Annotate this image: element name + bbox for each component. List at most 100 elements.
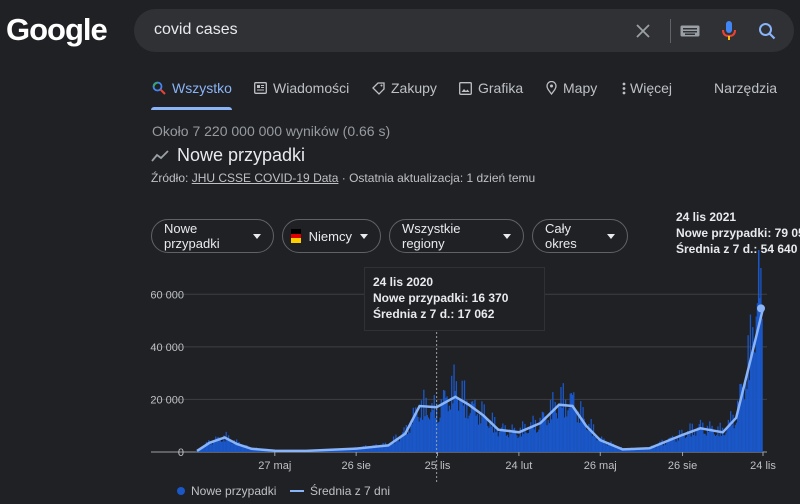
country-dropdown[interactable]: Niemcy xyxy=(282,219,381,253)
case-bar xyxy=(639,448,641,452)
case-bar xyxy=(684,438,687,452)
case-bar xyxy=(338,450,340,452)
tab-more[interactable]: Więcej xyxy=(622,80,672,96)
case-bar xyxy=(754,352,756,452)
case-bar xyxy=(462,405,464,452)
region-dropdown[interactable]: Wszystkie regiony xyxy=(389,219,524,253)
latest-new-cases: Nowe przypadki: 79 051 xyxy=(676,226,800,240)
case-bar xyxy=(583,418,585,452)
case-bar xyxy=(553,410,555,452)
case-bar xyxy=(252,449,254,452)
case-bar xyxy=(568,407,570,452)
case-bar xyxy=(654,447,656,452)
case-bar xyxy=(351,449,353,452)
case-bar xyxy=(390,442,392,452)
case-bar xyxy=(667,441,669,452)
case-bar xyxy=(483,404,485,452)
case-bar xyxy=(347,448,349,452)
case-bar xyxy=(626,449,628,452)
case-bar xyxy=(577,411,580,452)
metric-dropdown[interactable]: Nowe przypadki xyxy=(151,219,274,253)
dropdown-arrow-icon xyxy=(607,233,615,239)
case-bar xyxy=(381,446,383,452)
case-bar xyxy=(617,448,619,452)
active-tab-indicator xyxy=(151,107,232,110)
case-bar xyxy=(662,445,664,452)
case-bar xyxy=(542,412,545,452)
case-bar xyxy=(456,399,459,452)
case-bar xyxy=(734,424,736,452)
case-bar xyxy=(552,392,554,452)
y-tick-label: 40 000 xyxy=(150,342,184,354)
tab-news[interactable]: Wiadomości xyxy=(254,80,349,96)
case-bar xyxy=(430,412,432,452)
germany-flag-icon xyxy=(291,229,301,244)
search-icon[interactable] xyxy=(754,9,780,52)
case-bar xyxy=(469,413,471,452)
case-bar xyxy=(428,419,431,452)
case-bar xyxy=(676,436,678,452)
case-bar xyxy=(611,443,613,452)
microphone-icon[interactable] xyxy=(716,9,742,52)
case-bar xyxy=(544,416,546,452)
case-bar xyxy=(247,446,249,452)
cases-chart[interactable]: 0 20 000 40 000 60 000 27 maj 26 sie 25 lis 24 … xyxy=(0,250,800,484)
case-bar xyxy=(570,393,573,452)
case-bar xyxy=(242,444,245,452)
case-bar xyxy=(356,447,359,452)
average-line xyxy=(196,308,765,453)
case-bar xyxy=(489,419,491,452)
case-bar xyxy=(578,422,581,452)
case-bar xyxy=(602,440,604,452)
case-bar xyxy=(562,383,564,452)
source-suffix: · Ostatnia aktualizacja: 1 dzień temu xyxy=(341,171,536,185)
case-bar xyxy=(748,380,750,452)
dropdown-arrow-icon xyxy=(360,233,368,239)
case-bar xyxy=(713,434,716,452)
case-bar xyxy=(555,413,557,452)
case-bar xyxy=(733,428,735,452)
case-bar xyxy=(245,444,247,452)
case-bar xyxy=(749,314,752,452)
case-bar xyxy=(380,445,382,452)
case-bar xyxy=(630,448,632,452)
case-bar xyxy=(712,429,714,452)
case-bar xyxy=(609,444,611,452)
tab-maps[interactable]: Mapy xyxy=(546,80,597,96)
case-bar xyxy=(657,444,660,452)
case-bar xyxy=(590,419,592,452)
period-dropdown[interactable]: Cały okres xyxy=(532,219,628,253)
tab-all[interactable]: Wszystko xyxy=(152,80,232,96)
case-bar xyxy=(220,441,223,452)
case-bar xyxy=(632,449,634,452)
tools-button[interactable]: Narzędzia xyxy=(714,80,778,96)
case-bar xyxy=(576,422,578,452)
tab-shopping[interactable]: Zakupy xyxy=(372,80,437,96)
case-bar xyxy=(666,442,668,452)
case-bar xyxy=(730,411,732,452)
source-link[interactable]: JHU CSSE COVID-19 Data xyxy=(191,171,339,185)
tab-images[interactable]: Grafika xyxy=(459,80,523,96)
y-tick-label: 0 xyxy=(178,447,184,459)
search-bar[interactable]: covid cases xyxy=(134,9,794,52)
case-bar xyxy=(710,427,712,452)
case-bar xyxy=(203,445,205,452)
case-bar xyxy=(201,448,203,452)
case-bar xyxy=(761,318,763,452)
google-logo[interactable]: Google xyxy=(6,12,108,47)
case-bar xyxy=(238,442,240,452)
case-bar xyxy=(660,444,662,452)
case-bar xyxy=(494,416,496,452)
case-bar xyxy=(408,430,410,452)
keyboard-icon[interactable] xyxy=(678,9,702,52)
case-bar xyxy=(520,436,523,452)
case-bar xyxy=(725,432,727,452)
case-bar xyxy=(594,436,596,452)
case-bar xyxy=(422,419,424,452)
case-bar xyxy=(461,380,463,452)
search-input[interactable]: covid cases xyxy=(154,21,238,38)
clear-icon[interactable] xyxy=(630,9,656,52)
case-bar xyxy=(732,414,734,452)
case-bar xyxy=(737,400,739,452)
case-bar xyxy=(248,447,251,452)
